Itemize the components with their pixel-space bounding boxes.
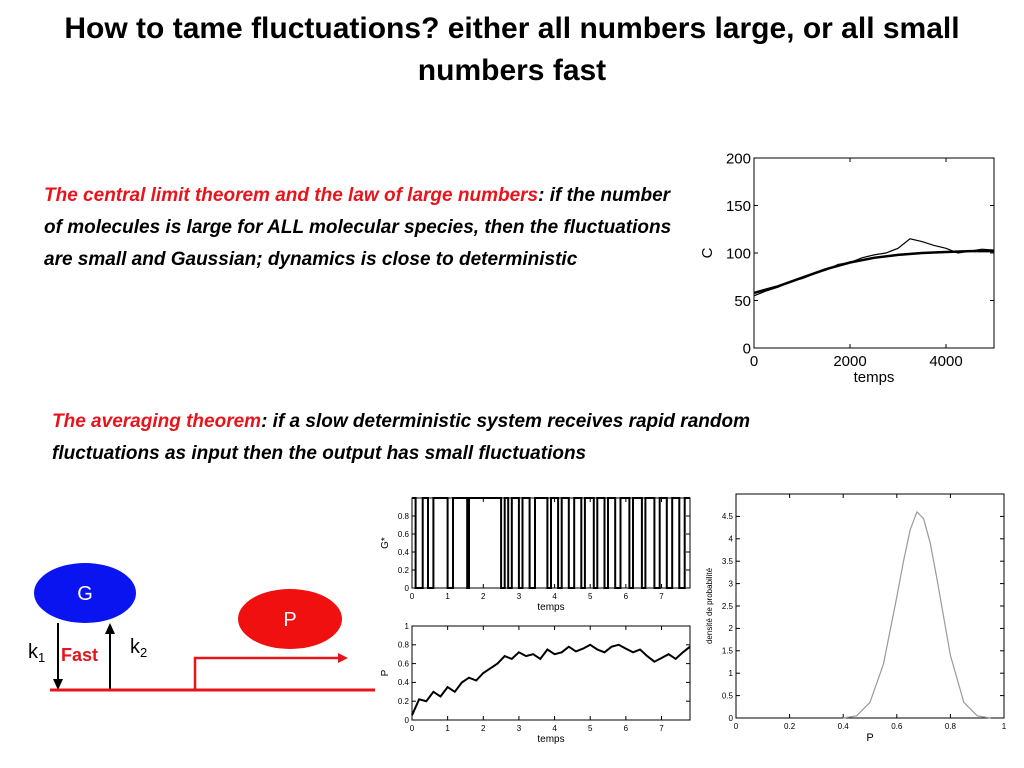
chart2-xtick-label: 6: [624, 592, 629, 601]
protein-chart: 0 1 2 3 4 5 6 7 0 0.2 0.4 0.6 0.8 1 temps P: [380, 622, 691, 745]
chart1-xtick-label: 2000: [833, 353, 866, 370]
chart3-xtick-label: 6: [624, 724, 629, 733]
clt-paragraph: The central limit theorem and the law of…: [44, 180, 684, 276]
clt-colon: :: [538, 185, 545, 206]
gene-diagram: G P k1 k2 Fast: [28, 563, 375, 692]
chart4-ytick-label: 2.5: [722, 602, 734, 611]
averaging-heading: The averaging theorem: [52, 411, 262, 432]
k2-label: k2: [130, 636, 147, 660]
chart2-xtick-label: 0: [410, 592, 415, 601]
chart3-ytick-label: 0.4: [398, 678, 410, 687]
chart1-ytick-label: 50: [734, 293, 751, 310]
chart2-xtick-label: 5: [588, 592, 593, 601]
averaging-body: : if a slow deterministic system receive…: [52, 411, 750, 464]
chart4-frame: [735, 493, 1005, 719]
chart1-xlabel: temps: [854, 369, 895, 386]
chart3-xlabel: temps: [537, 734, 564, 745]
chart4-xtick-label: 0.6: [891, 722, 903, 731]
k2-arrow-icon: [105, 623, 115, 634]
chart2-ylabel: G*: [380, 537, 391, 549]
density-chart: 0 0.2 0.4 0.6 0.8 1 0 0.5 1 1.5 2 2.5 3 3.5 4 4.5 Pdensi…: [705, 493, 1007, 744]
transcription-line: [193, 656, 340, 690]
chart3-ytick-label: 1: [405, 622, 410, 631]
chart3-ylabel: P: [380, 669, 391, 676]
chart4-ytick-label: 2: [729, 624, 734, 633]
chart1-ylabel: C: [699, 247, 716, 258]
chart4-xtick-label: 0.8: [945, 722, 957, 731]
chart2-ytick-label: 0.6: [398, 530, 410, 539]
chart3-frame: [411, 625, 691, 721]
chart4-xtick-label: 0: [734, 722, 739, 731]
chart1-ytick-label: 0: [743, 340, 751, 357]
clt-body: if the number of molecules is large for …: [44, 185, 672, 270]
chart1-series-2: [753, 238, 995, 297]
page-title: How to tame fluctuations? either all num…: [64, 12, 960, 87]
chart2-ytick-label: 0: [405, 584, 410, 593]
chart2-ytick-label: 0.4: [398, 548, 410, 557]
chart3-series-1: [411, 643, 691, 716]
chart4-xtick-label: 0.2: [784, 722, 796, 731]
chart1-ytick-label: 150: [726, 198, 751, 215]
chart4-ylabel: densité de probabilité: [705, 567, 714, 644]
chart4-ytick-label: 4: [729, 535, 734, 544]
chart4-xtick-label: 1: [1002, 722, 1007, 731]
chart3-xtick-label: 2: [481, 724, 486, 733]
chart4-ytick-label: 1: [729, 669, 734, 678]
gene-state-chart: 0 1 2 3 4 5 6 7 0 0.2 0.4 0.6 0.8 temps G*: [380, 497, 691, 613]
chart3-ytick-label: 0.2: [398, 697, 410, 706]
chart4-ytick-label: 4.5: [722, 512, 734, 521]
chart2-xtick-label: 7: [659, 592, 664, 601]
chart4-ytick-label: 1.5: [722, 647, 734, 656]
chart4-xtick-label: 0.4: [838, 722, 850, 731]
gene-node-g: [34, 563, 136, 623]
chart3-ytick-label: 0: [405, 716, 410, 725]
protein-node-p-label: P: [283, 609, 296, 631]
chart4-ytick-label: 3.5: [722, 557, 734, 566]
chart4-ytick-label: 0: [729, 714, 734, 723]
protein-node-p: [238, 589, 342, 649]
chart2-ytick-label: 0.2: [398, 566, 410, 575]
transcription-arrow-icon: [338, 653, 348, 663]
chart3-xtick-label: 5: [588, 724, 593, 733]
concentration-chart: 0 2000 4000 0 50 100 150 200 temps C: [699, 150, 995, 386]
k1-arrow-icon: [53, 679, 63, 690]
chart3-ytick-label: 0.6: [398, 659, 410, 668]
chart3-xtick-label: 3: [517, 724, 522, 733]
chart2-xtick-label: 1: [445, 592, 450, 601]
chart3-xtick-label: 4: [552, 724, 557, 733]
chart4-xlabel: P: [866, 732, 873, 744]
chart3-ytick-label: 0.8: [398, 641, 410, 650]
chart3-xtick-label: 1: [445, 724, 450, 733]
chart1-xtick-label: 4000: [929, 353, 962, 370]
chart3-xtick-label: 7: [659, 724, 664, 733]
chart1-ytick-label: 100: [726, 245, 751, 262]
clt-heading: The central limit theorem and the law of…: [44, 185, 539, 206]
chart3-xtick-label: 0: [410, 724, 415, 733]
chart1-ytick-label: 200: [726, 150, 751, 167]
chart2-xtick-label: 4: [552, 592, 557, 601]
chart2-xtick-label: 3: [517, 592, 522, 601]
chart1-series-1: [753, 249, 994, 295]
chart2-xtick-label: 2: [481, 592, 486, 601]
chart4-series-1: [843, 510, 991, 719]
chart2-xlabel: temps: [537, 602, 564, 613]
chart2-ytick-label: 0.8: [398, 512, 410, 521]
chart4-ytick-label: 3: [729, 579, 734, 588]
chart1-xtick-label: 0: [750, 353, 758, 370]
chart2-series-1: [412, 497, 690, 589]
fast-label: Fast: [61, 645, 98, 665]
gene-node-g-label: G: [77, 583, 93, 605]
chart4-ytick-label: 0.5: [722, 691, 734, 700]
averaging-paragraph: The averaging theorem: if a slow determi…: [52, 406, 812, 470]
k1-label: k1: [28, 641, 45, 665]
